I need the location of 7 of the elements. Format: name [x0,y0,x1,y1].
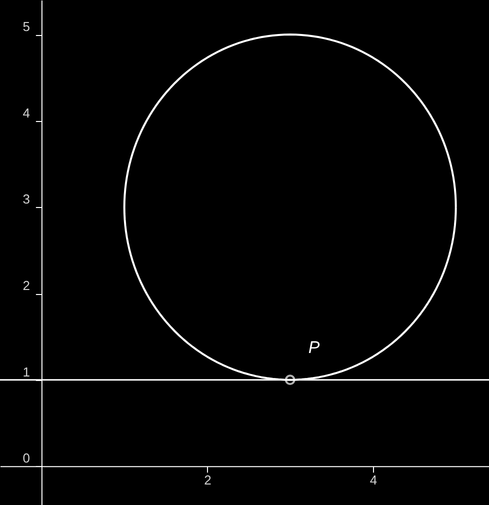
y-tick-label: 4 [22,105,30,120]
y-tick-label: 0 [22,450,30,466]
y-tick-label: 5 [22,19,30,34]
y-tick-label: 2 [22,278,30,294]
y-tick-label: 3 [22,192,30,207]
y-tick-label: 1 [22,364,30,380]
series-label: P [308,338,320,357]
